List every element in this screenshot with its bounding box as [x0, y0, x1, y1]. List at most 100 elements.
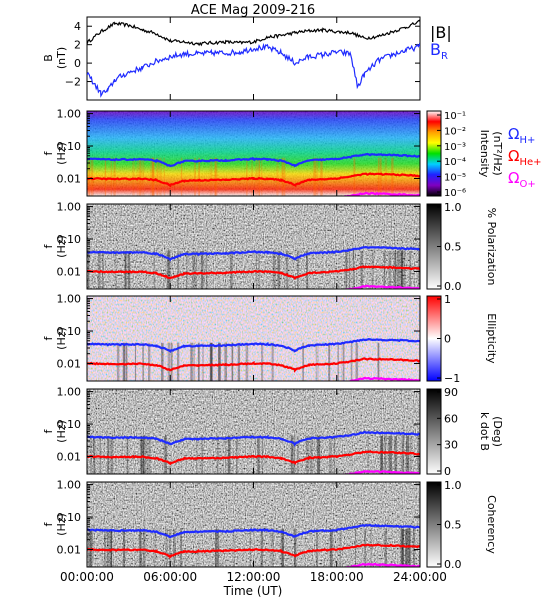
- spectrogram-streak: [197, 342, 200, 381]
- spectrogram-streak: [409, 250, 411, 289]
- spectrogram-streak: [152, 157, 154, 196]
- gyro-line-h: [87, 152, 420, 168]
- y-tick-label: 0.01: [57, 543, 82, 556]
- colorbar-tick-label: 0.5: [444, 241, 462, 254]
- spectrogram-streak: [258, 157, 261, 196]
- spectrogram-streak: [400, 528, 404, 567]
- spectrogram-streak: [151, 157, 155, 196]
- colorbar-label: Coherency: [485, 495, 498, 554]
- spectrogram-streak: [404, 528, 408, 567]
- spectrogram-streak: [316, 435, 320, 474]
- colorbar-tick-label: 0.0: [444, 558, 462, 571]
- spectrogram-streak: [209, 342, 212, 381]
- spectrogram-streak: [150, 157, 153, 196]
- spectrogram-streak: [403, 250, 406, 289]
- spectrogram-streak: [123, 528, 126, 567]
- x-tick-label: 24:00:00: [393, 570, 447, 584]
- spectrogram-streak: [245, 342, 249, 381]
- gyro-legend-he: ΩHe+: [508, 147, 542, 168]
- spectrogram-streak: [258, 250, 260, 289]
- colorbar-tick-label: 10⁻⁴: [444, 157, 466, 168]
- spectrogram-streak: [281, 157, 283, 196]
- y-tick-label: 0.01: [57, 357, 82, 370]
- spectrogram-streak: [316, 528, 318, 567]
- spectrogram-streak: [214, 157, 218, 196]
- spectrogram-streak: [209, 157, 213, 196]
- y-tick-label: 0.10: [57, 418, 82, 431]
- spectrogram-streak: [88, 157, 91, 196]
- spectrogram-streak: [168, 342, 170, 381]
- y-axis-label-line2: (Hz): [55, 327, 68, 350]
- y-axis-label-line2: (Hz): [55, 142, 68, 165]
- spectrogram-streak: [143, 435, 146, 474]
- x-axis: 00:00:00 06:00:00 12:00:00 18:00:00 24:00:00…: [60, 570, 447, 598]
- spectrogram-streak: [177, 250, 179, 289]
- spectrogram-streak: [141, 157, 145, 196]
- spectrogram-streak: [139, 528, 141, 567]
- gyro-legend-h: ΩH+: [508, 125, 535, 146]
- figure-title: ACE Mag 2009-216: [191, 3, 315, 18]
- spectrogram-streak: [246, 157, 248, 196]
- spectrogram-streak: [134, 342, 137, 381]
- spectrogram-streak: [146, 435, 148, 474]
- colorbar-tick-label: 1.0: [444, 201, 462, 214]
- colorbar-label: k dot B: [478, 412, 491, 451]
- spectrogram-streak: [380, 435, 383, 474]
- y-tick-label: 0: [74, 57, 81, 70]
- x-tick-label: 00:00:00: [60, 570, 114, 584]
- spectrogram-image: [87, 389, 420, 474]
- spectrogram-streak: [277, 250, 281, 289]
- colorbar-tick-label: 10⁻²: [444, 126, 466, 137]
- spectrogram-streak: [108, 528, 112, 567]
- spectrogram-streak: [364, 528, 366, 567]
- spectrogram-streak: [113, 157, 116, 196]
- spectrogram-streak: [371, 250, 374, 289]
- spectrogram-streak: [147, 342, 151, 381]
- y-axis-label-line1: B: [42, 54, 55, 62]
- spectrogram-streak: [409, 528, 411, 567]
- spectrogram-streak: [271, 342, 274, 381]
- spectrogram-streak: [210, 342, 213, 381]
- colorbar-tick-label: 0.5: [444, 519, 462, 532]
- gyro-line-o: [343, 284, 420, 289]
- spectrogram-streak: [93, 435, 96, 474]
- spectrogram-streak: [127, 250, 130, 289]
- spectrogram-streak: [227, 435, 231, 474]
- polarization-panel: 1.00 0.10 0.01 f (Hz) 1.0 0.5 0.0 % Polarization: [42, 201, 498, 293]
- gyro-legend-o: ΩO+: [508, 169, 536, 190]
- spectrogram-streak: [384, 528, 387, 567]
- spectrogram-streak: [90, 157, 94, 196]
- spectrogram-streak: [407, 528, 411, 567]
- spectrogram-streak: [163, 157, 165, 196]
- colorbar-tick-label: −1: [444, 372, 460, 385]
- spectrogram-streak: [123, 342, 126, 381]
- spectrogram-streak: [276, 157, 279, 196]
- k-dot-b-panel: 1.00 0.10 0.01 f (Hz) 90 60 30 0 k dot B (Deg): [42, 386, 504, 478]
- spectrogram-streak: [261, 157, 263, 196]
- spectrogram-streak: [143, 528, 146, 567]
- spectrogram-streak: [329, 528, 333, 567]
- spectrogram-streak: [200, 250, 204, 289]
- spectrogram-streak: [168, 250, 171, 289]
- spectrogram-streak: [405, 528, 408, 567]
- spectrogram-streak: [249, 528, 251, 567]
- spectrogram-streak: [205, 250, 208, 289]
- colorbar-label: Ellipticity: [485, 313, 498, 364]
- spectrogram-streak: [167, 342, 171, 381]
- spectrogram-streak: [394, 435, 397, 474]
- spectrogram-streak: [315, 342, 317, 381]
- colorbar-tick-label: 10⁻⁵: [444, 173, 466, 184]
- spectrogram-streak: [379, 157, 382, 196]
- spectrogram-streak: [177, 342, 180, 381]
- colorbar-label: (nT²/Hz): [491, 131, 504, 175]
- y-tick-label: 1.00: [57, 201, 82, 214]
- y-axis-label-line2: (Hz): [55, 235, 68, 258]
- spectrogram-streak: [156, 157, 159, 196]
- spectrogram-streak: [290, 435, 293, 474]
- spectrogram-streak: [401, 528, 404, 567]
- spectrogram-streak: [106, 528, 109, 567]
- spectrogram-streak: [293, 528, 297, 567]
- spectrogram-streak: [90, 528, 93, 567]
- spectrogram-streak: [255, 157, 258, 196]
- spectrogram-streak: [306, 250, 309, 289]
